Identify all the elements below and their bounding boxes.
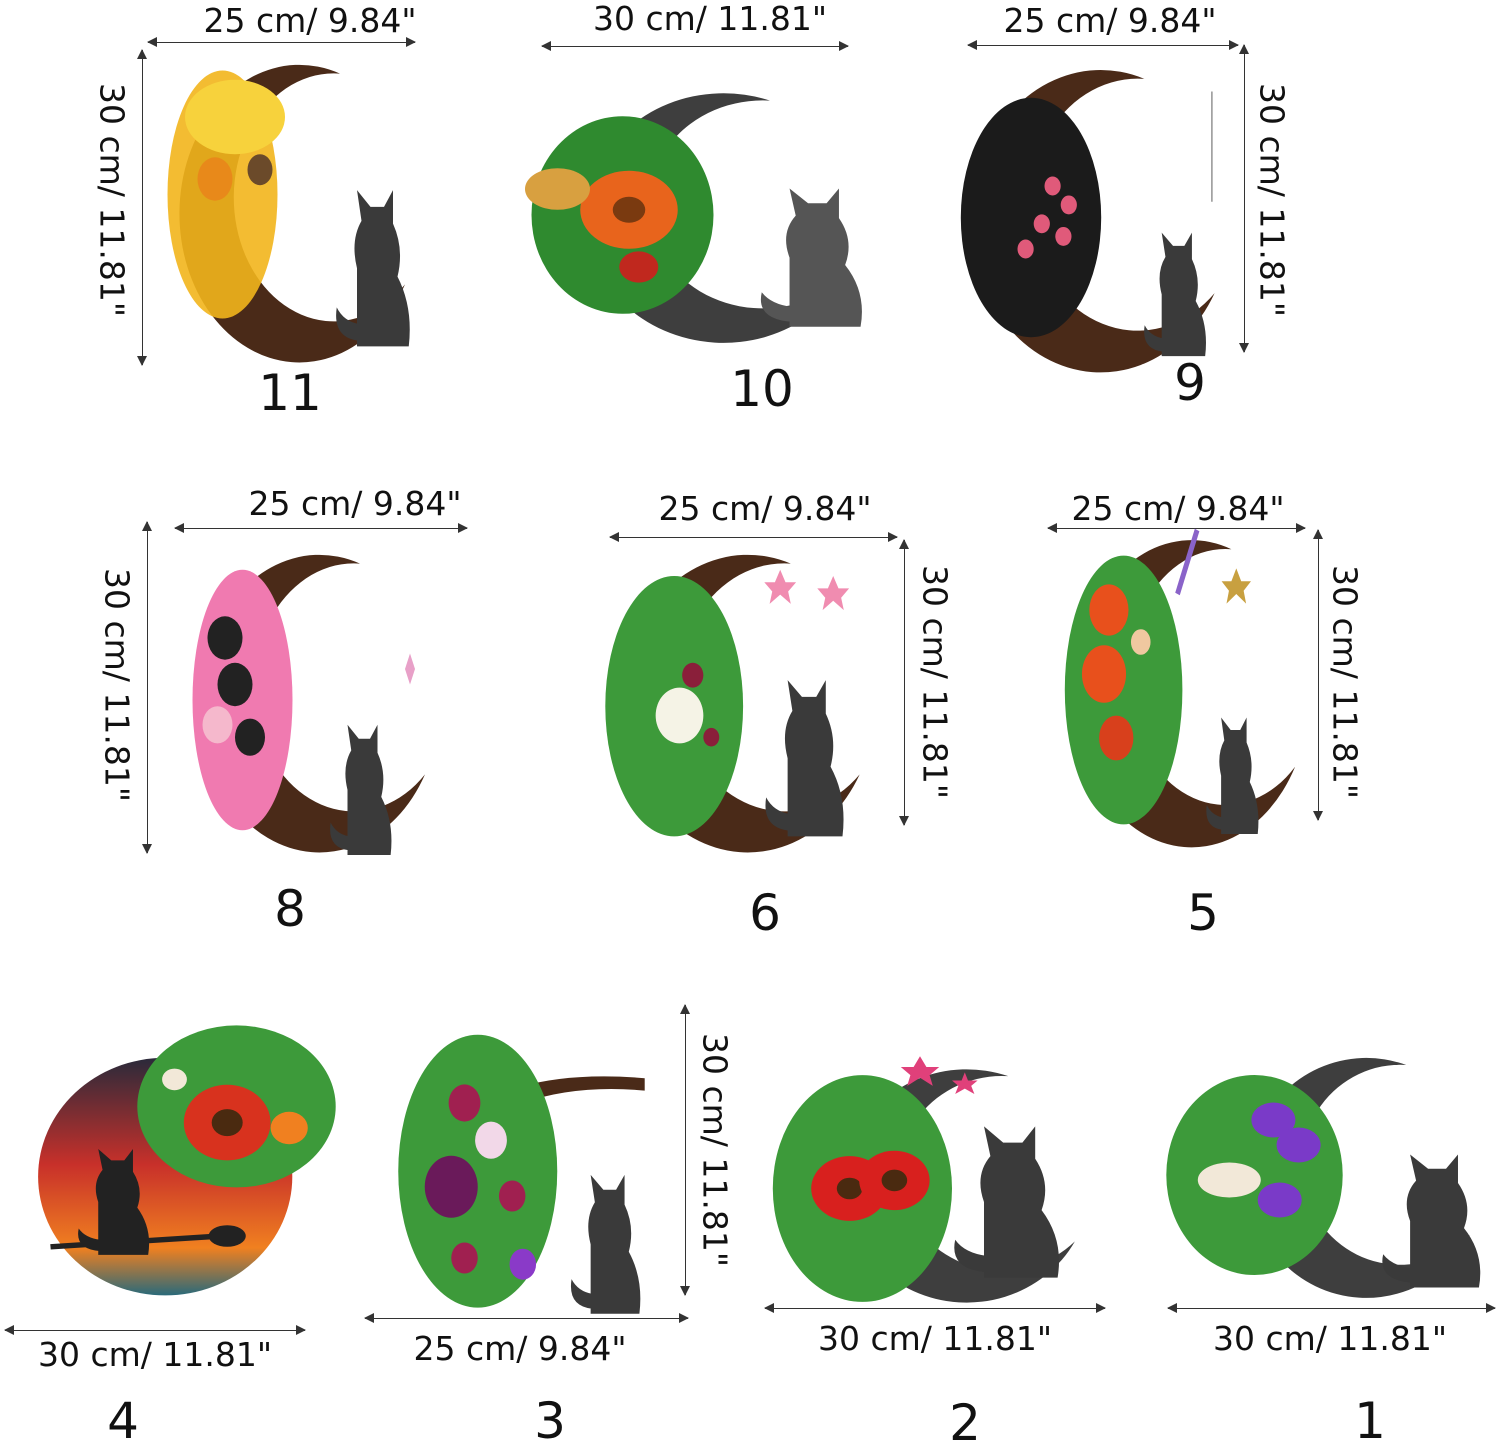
height-label: 30 cm/ 11.81" (915, 564, 955, 800)
width-arrow (967, 40, 1239, 50)
height-arrow (137, 49, 147, 366)
item-number: 8 (274, 880, 306, 938)
height-arrow (1239, 44, 1249, 353)
wreath-image-2 (760, 1040, 1080, 1310)
wreath-image-4 (35, 1020, 345, 1296)
width-arrow (364, 1313, 689, 1323)
height-arrow (1313, 529, 1323, 821)
wreath-image-10 (525, 85, 862, 345)
item-number: 3 (534, 1392, 566, 1450)
wreath-image-8 (180, 545, 430, 855)
height-arrow (680, 1004, 690, 1296)
width-label: 30 cm/ 11.81" (1212, 1319, 1448, 1358)
height-arrow (899, 539, 909, 826)
width-label: 30 cm/ 11.81" (592, 0, 828, 38)
width-arrow (1047, 523, 1306, 533)
height-label: 30 cm/ 11.81" (97, 567, 137, 803)
item-number: 11 (258, 364, 322, 422)
width-arrow (609, 532, 898, 542)
wreath-image-9 (950, 60, 1220, 375)
width-label: 30 cm/ 11.81" (37, 1335, 273, 1374)
width-arrow (4, 1325, 306, 1335)
width-arrow (1167, 1303, 1496, 1313)
width-label: 25 cm/ 9.84" (1071, 489, 1285, 528)
item-number: 2 (949, 1394, 981, 1452)
height-label: 30 cm/ 11.81" (1325, 564, 1365, 800)
item-number: 1 (1354, 1392, 1386, 1450)
wreath-image-5 (1055, 528, 1300, 850)
wreath-image-11 (160, 55, 410, 365)
height-label: 30 cm/ 11.81" (92, 82, 132, 318)
wreath-image-1 (1160, 1050, 1481, 1300)
width-arrow (174, 523, 468, 533)
width-arrow (764, 1303, 1106, 1313)
width-arrow (147, 37, 416, 47)
width-label: 25 cm/ 9.84" (413, 1329, 627, 1368)
height-label: 30 cm/ 11.81" (1252, 82, 1292, 318)
height-label: 30 cm/ 11.81" (695, 1032, 735, 1268)
item-number: 10 (730, 360, 794, 418)
width-label: 25 cm/ 9.84" (1003, 1, 1217, 40)
wreath-image-3 (385, 1010, 650, 1320)
width-label: 25 cm/ 9.84" (248, 484, 462, 523)
item-number: 9 (1174, 354, 1206, 412)
item-number: 5 (1187, 884, 1219, 942)
height-arrow (142, 521, 152, 854)
width-arrow (541, 41, 849, 51)
width-label: 30 cm/ 11.81" (817, 1319, 1053, 1358)
item-number: 6 (749, 884, 781, 942)
width-label: 25 cm/ 9.84" (658, 489, 872, 528)
item-number: 4 (107, 1392, 139, 1450)
width-label: 25 cm/ 9.84" (203, 1, 417, 40)
wreath-image-6 (600, 545, 865, 855)
